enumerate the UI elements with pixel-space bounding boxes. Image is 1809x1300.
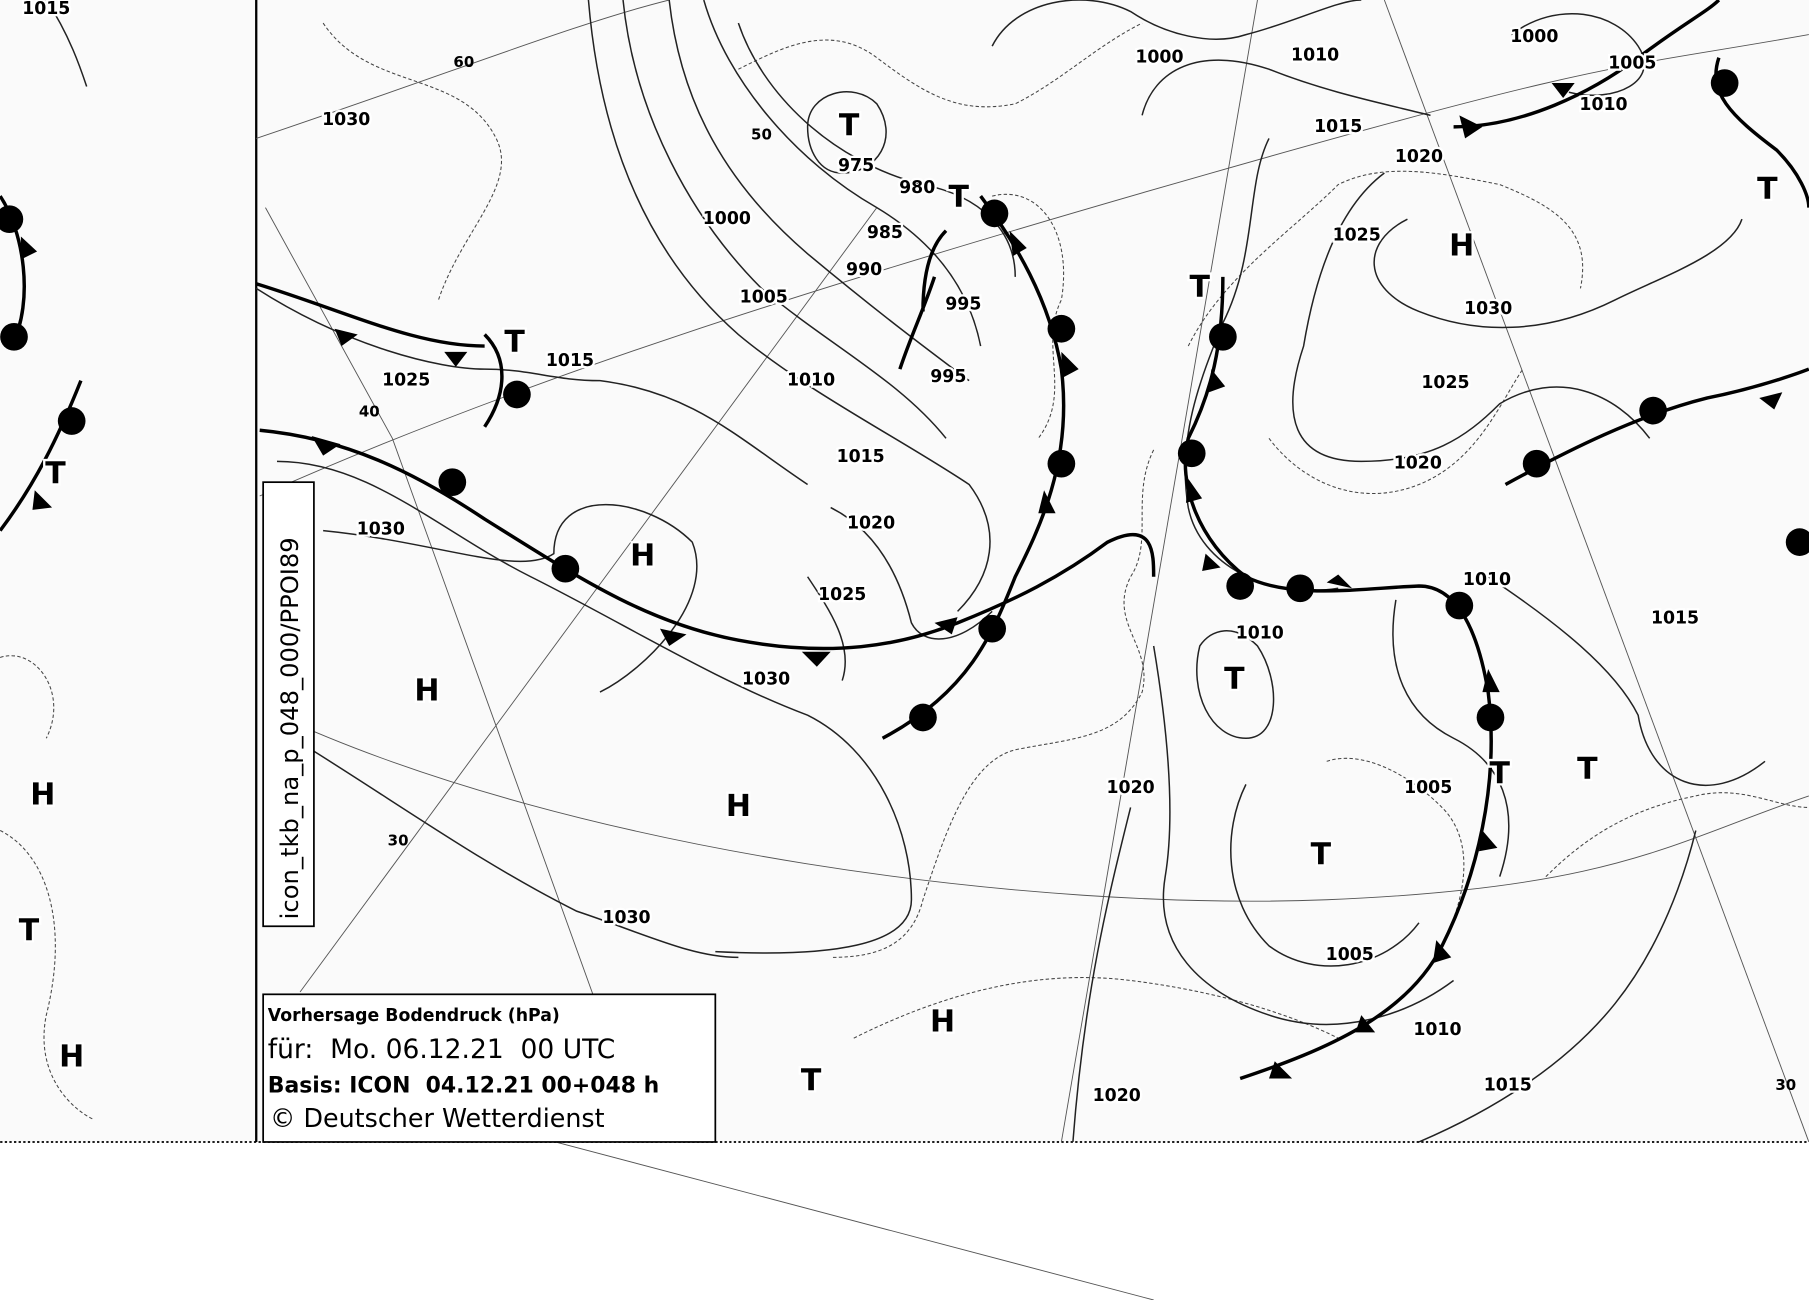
isobar-label: 985 (867, 223, 903, 243)
isobar-label: 1015 (1484, 1075, 1532, 1095)
isobar-label: 1020 (1394, 454, 1442, 474)
isobar-label: 1025 (1333, 225, 1381, 245)
pressure-center: H (30, 777, 55, 812)
pressure-center: T (1224, 662, 1245, 697)
isobar-label: 980 (899, 178, 935, 198)
pressure-center: T (801, 1063, 822, 1098)
fronts (0, 0, 1809, 1081)
pressure-center: T (1190, 270, 1211, 305)
isobar-label: 1010 (1579, 95, 1627, 115)
latitude-label: 30 (1775, 1076, 1796, 1094)
latitude-label: 60 (453, 53, 474, 71)
isobar-label: 1005 (1326, 945, 1374, 965)
isobar-label: 1015 (837, 447, 885, 467)
isobar-label: 1000 (1510, 27, 1558, 47)
isobar-label: 1030 (602, 908, 650, 928)
product-id: icon_tkb_na_p_048_000/PPOI89 (276, 537, 304, 919)
isobar-label: 1025 (1421, 373, 1469, 393)
coastline (0, 22, 1809, 1120)
isobar-label: 1015 (1314, 117, 1362, 137)
isobar-label: 1025 (382, 371, 430, 391)
pressure-centers: T T T H T H H H T T T T H T H T H T T (16, 106, 1780, 1101)
product-id-box (262, 481, 315, 928)
isobar-label: 1005 (740, 288, 788, 308)
isobar-label: 1000 (1135, 48, 1183, 68)
pressure-center: H (930, 1005, 955, 1040)
pressure-center: H (414, 674, 439, 709)
isobar-label: 1010 (787, 371, 835, 391)
pressure-center: H (1449, 228, 1474, 263)
pressure-center: T (504, 325, 525, 360)
info-line: für: Mo. 06.12.21 00 UTC (268, 1034, 616, 1065)
pressure-center: T (1757, 172, 1778, 207)
isobar-label: 1030 (322, 110, 370, 130)
info-line: Vorhersage Bodendruck (hPa) (268, 1006, 560, 1026)
pressure-labels: 1015 1030 1025 1015 1030 1000 1005 1010 1015 1020… (20, 0, 1702, 1108)
isobar-label: 995 (930, 367, 966, 387)
pressure-center: T (1311, 837, 1332, 872)
pressure-center: T (1577, 752, 1598, 787)
pressure-center: H (630, 539, 655, 574)
info-line: © Deutscher Wetterdienst (270, 1103, 605, 1133)
isobar-label: 1020 (1395, 147, 1443, 167)
isobar-label: 990 (846, 260, 882, 280)
isobar-label: 1030 (357, 519, 405, 539)
isobar-label: 1015 (546, 351, 594, 371)
isobar-label: 1015 (22, 0, 70, 19)
isobar-label: 1020 (1093, 1086, 1141, 1106)
isobar-label: 1000 (703, 209, 751, 229)
isobar-label: 1010 (1291, 45, 1339, 65)
isobar-label: 975 (838, 156, 874, 176)
pressure-center: T (839, 108, 860, 143)
isobar-label: 1010 (1463, 570, 1511, 590)
pressure-center: H (726, 789, 751, 824)
latitude-label: 40 (359, 402, 380, 420)
isobar-label: 1025 (818, 585, 866, 605)
pressure-center: H (59, 1039, 84, 1074)
latitude-label: 50 (751, 125, 772, 143)
isobar-label: 1010 (1236, 623, 1284, 643)
pressure-center: T (1489, 757, 1510, 792)
isobar-label: 1030 (742, 669, 790, 689)
grid (256, 0, 1809, 1300)
grid-labels: 60 40 30 50 30 (359, 53, 1796, 1094)
isobar-label: 1020 (847, 514, 895, 534)
isobar-label: 1010 (1413, 1020, 1461, 1040)
isobar-label: 1020 (1107, 778, 1155, 798)
pressure-center: T (19, 914, 40, 949)
info-box (262, 993, 717, 1143)
isobar-label: 1005 (1404, 778, 1452, 798)
isobar-label: 995 (945, 295, 981, 315)
isobar-label: 1005 (1608, 53, 1656, 73)
isobars (45, 0, 1766, 1143)
pressure-center: T (948, 180, 969, 215)
pressure-center: T (45, 457, 66, 492)
isobar-label: 1015 (1651, 608, 1699, 628)
info-line: Basis: ICON 04.12.21 00+048 h (268, 1073, 659, 1098)
latitude-label: 30 (388, 831, 409, 849)
isobar-label: 1030 (1464, 299, 1512, 319)
